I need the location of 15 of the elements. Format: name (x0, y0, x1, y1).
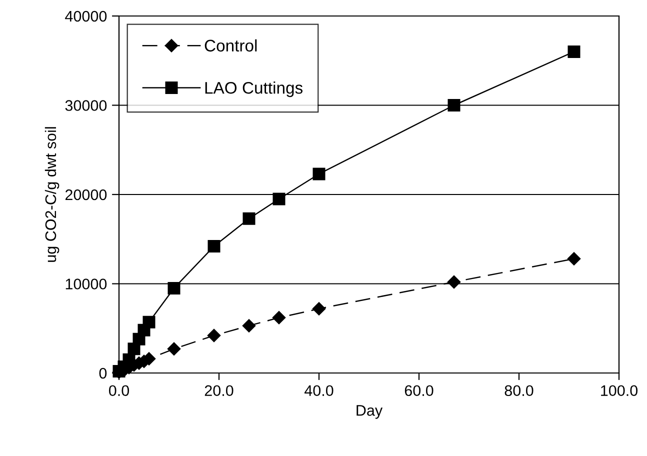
x-tick-label: 60.0 (404, 385, 434, 396)
y-tick-label: 40000 (65, 10, 107, 22)
y-tick-label: 20000 (65, 189, 107, 200)
x-axis-title: Day (356, 405, 383, 419)
x-tick-label: 0.0 (108, 385, 130, 396)
x-tick-label: 100.0 (601, 385, 638, 396)
y-tick-label: 30000 (65, 100, 107, 111)
x-tick-label: 40.0 (304, 385, 334, 396)
legend-label: Control (204, 39, 257, 52)
legend-label: LAO Cuttings (205, 82, 303, 98)
y-axis-title: ug CO2-C/g dwt soil (44, 127, 60, 262)
y-tick-label: 0 (99, 368, 107, 379)
x-tick-label: 20.0 (204, 385, 234, 396)
y-tick-label: 10000 (66, 278, 107, 290)
x-tick-label: 80.0 (504, 385, 534, 396)
